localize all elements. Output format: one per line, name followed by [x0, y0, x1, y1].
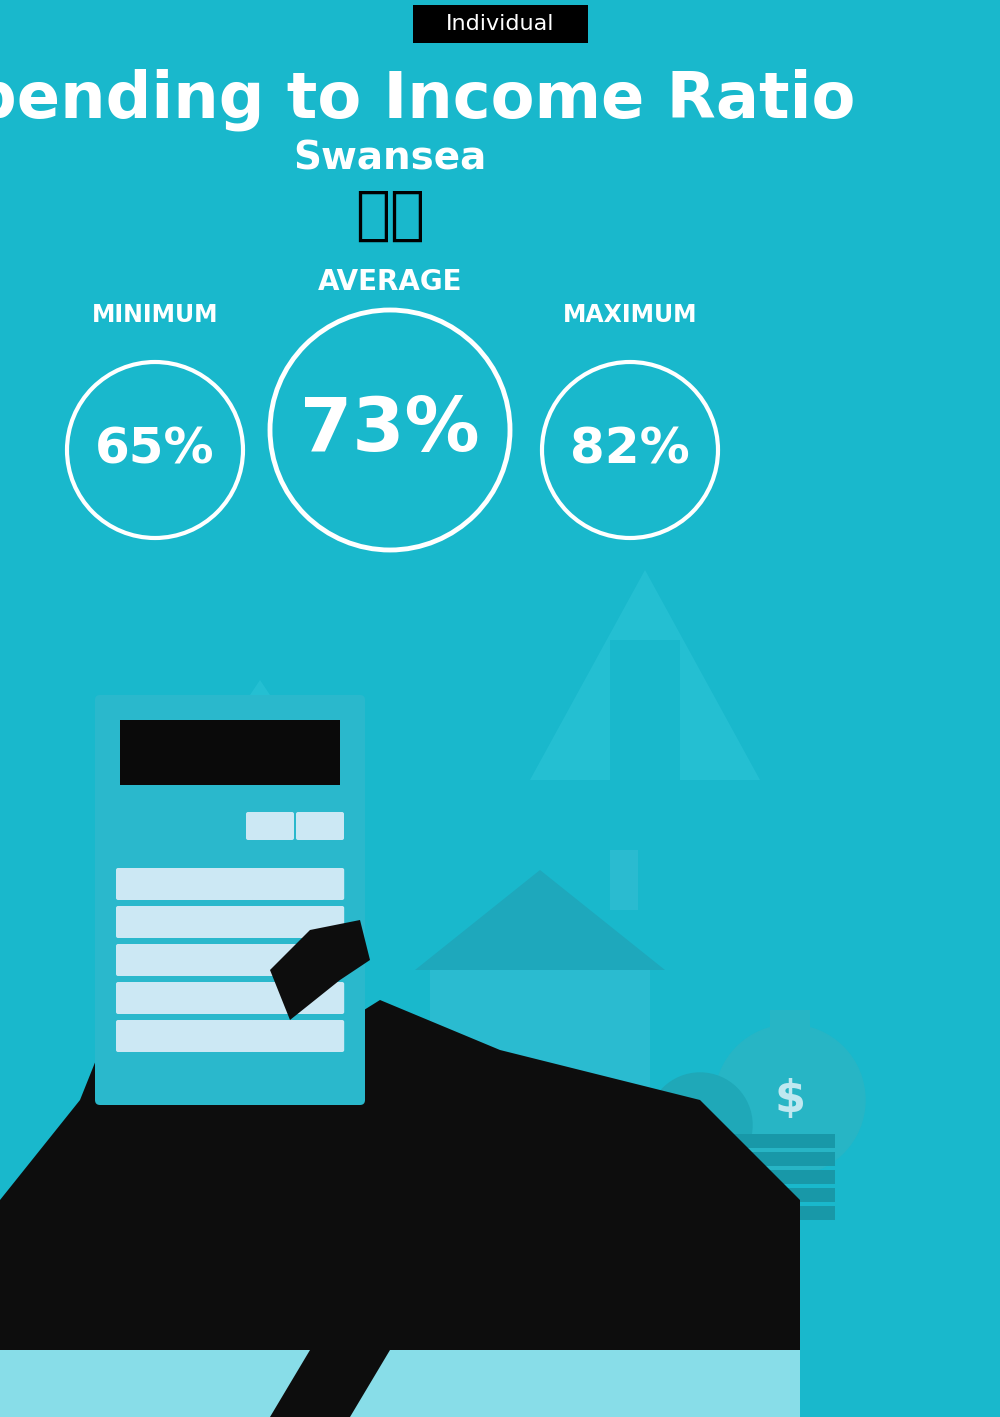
Text: Spending to Income Ratio: Spending to Income Ratio: [0, 69, 855, 132]
Polygon shape: [0, 1350, 310, 1417]
FancyBboxPatch shape: [705, 1170, 835, 1185]
Polygon shape: [270, 920, 370, 1020]
Polygon shape: [415, 870, 665, 971]
FancyBboxPatch shape: [295, 982, 344, 1015]
FancyBboxPatch shape: [161, 905, 210, 938]
FancyBboxPatch shape: [250, 1020, 299, 1051]
FancyBboxPatch shape: [295, 905, 344, 938]
FancyBboxPatch shape: [206, 1020, 255, 1051]
FancyBboxPatch shape: [296, 812, 344, 840]
FancyBboxPatch shape: [512, 1100, 567, 1200]
Polygon shape: [350, 1350, 800, 1417]
FancyBboxPatch shape: [295, 869, 344, 900]
FancyBboxPatch shape: [705, 1206, 835, 1220]
FancyBboxPatch shape: [116, 944, 165, 976]
Text: 73%: 73%: [300, 394, 480, 466]
Text: $: $: [774, 1078, 806, 1121]
Polygon shape: [180, 680, 340, 801]
Text: Individual: Individual: [446, 14, 554, 34]
FancyBboxPatch shape: [161, 944, 210, 976]
Text: 🇬🇧: 🇬🇧: [355, 187, 425, 244]
FancyBboxPatch shape: [705, 1152, 835, 1166]
FancyBboxPatch shape: [161, 869, 210, 900]
FancyBboxPatch shape: [161, 982, 210, 1015]
FancyBboxPatch shape: [206, 944, 255, 976]
Text: $: $: [689, 1111, 711, 1139]
FancyBboxPatch shape: [250, 905, 299, 938]
FancyBboxPatch shape: [430, 971, 650, 1200]
FancyBboxPatch shape: [116, 905, 165, 938]
Polygon shape: [270, 1000, 800, 1417]
Text: Swansea: Swansea: [293, 139, 487, 177]
FancyBboxPatch shape: [95, 694, 365, 1105]
Circle shape: [715, 1024, 865, 1175]
FancyBboxPatch shape: [705, 1187, 835, 1202]
FancyBboxPatch shape: [161, 1020, 210, 1051]
FancyBboxPatch shape: [116, 869, 165, 900]
Text: 82%: 82%: [570, 427, 690, 475]
Text: MINIMUM: MINIMUM: [92, 303, 218, 327]
Circle shape: [648, 1073, 752, 1178]
FancyBboxPatch shape: [116, 1020, 165, 1051]
Polygon shape: [530, 570, 760, 779]
FancyBboxPatch shape: [206, 869, 255, 900]
Text: 65%: 65%: [95, 427, 215, 475]
FancyBboxPatch shape: [250, 869, 299, 900]
FancyBboxPatch shape: [705, 1134, 835, 1148]
FancyBboxPatch shape: [120, 720, 340, 785]
FancyBboxPatch shape: [413, 6, 588, 43]
FancyBboxPatch shape: [295, 944, 344, 976]
Polygon shape: [0, 1000, 350, 1417]
FancyBboxPatch shape: [770, 1010, 810, 1040]
Text: MAXIMUM: MAXIMUM: [563, 303, 697, 327]
FancyBboxPatch shape: [295, 1020, 344, 1051]
FancyBboxPatch shape: [250, 944, 299, 976]
FancyBboxPatch shape: [206, 905, 255, 938]
Text: AVERAGE: AVERAGE: [318, 268, 462, 296]
FancyBboxPatch shape: [250, 982, 299, 1015]
FancyBboxPatch shape: [610, 850, 638, 910]
FancyBboxPatch shape: [116, 982, 165, 1015]
FancyBboxPatch shape: [246, 812, 294, 840]
FancyBboxPatch shape: [206, 982, 255, 1015]
